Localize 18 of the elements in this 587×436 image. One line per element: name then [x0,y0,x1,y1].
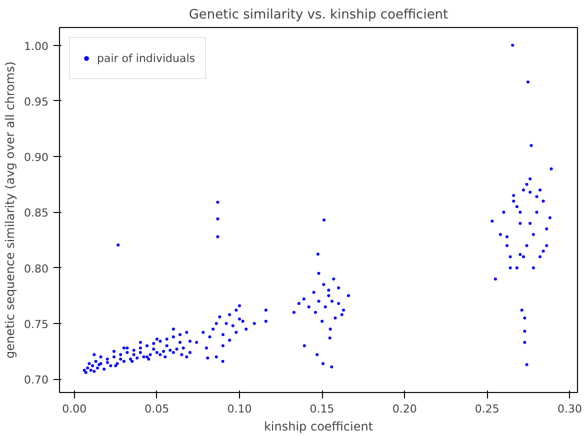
y-tick-label: 0.75 [24,318,49,332]
x-tick-label: 0.10 [227,402,252,416]
y-tick-label: 0.80 [24,262,49,276]
y-tick-label: 0.85 [24,206,49,220]
x-axis-title: kinship coefficient [264,420,374,434]
y-tick-label: 0.90 [24,151,49,164]
y-tick-label: 1.00 [24,40,49,53]
x-tick-label: 0.30 [557,402,582,416]
x-tick-label: 0.00 [62,402,87,416]
x-tick-label: 0.05 [144,402,170,416]
x-tick-label: 0.20 [392,402,417,416]
x-tick-label: 0.25 [474,402,500,416]
chart-title: Genetic similarity vs. kinship coefficient [188,8,448,22]
x-tick-label: 0.15 [310,402,334,416]
y-tick-label: 0.70 [24,374,49,387]
y-tick-label: 0.95 [24,95,49,108]
y-axis-title: genetic sequence similarity (avg over all chroms) [3,61,18,359]
legend-label: pair of individuals [97,52,196,64]
